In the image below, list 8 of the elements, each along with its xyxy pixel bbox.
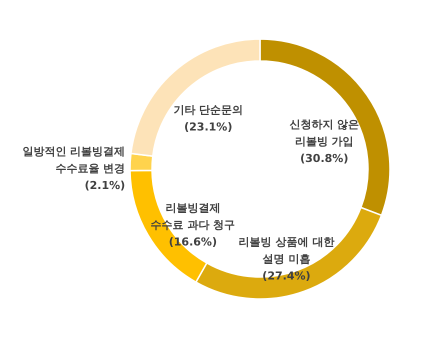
data-label: (30.8%) [300, 152, 348, 165]
slice-label: 리볼빙 상품에 대한 설명 미흡 [238, 235, 334, 266]
slice-label: 일방적인 리볼빙결제 수수료율 변경 [22, 144, 126, 175]
data-label: (23.1%) [184, 120, 232, 134]
slice-label: 신청하지 않은 리볼빙 가입 [289, 118, 360, 148]
data-label: (27.4%) [262, 269, 311, 282]
slice-label: 기타 단순문의 [173, 104, 244, 117]
data-label: (2.1%) [84, 178, 126, 192]
